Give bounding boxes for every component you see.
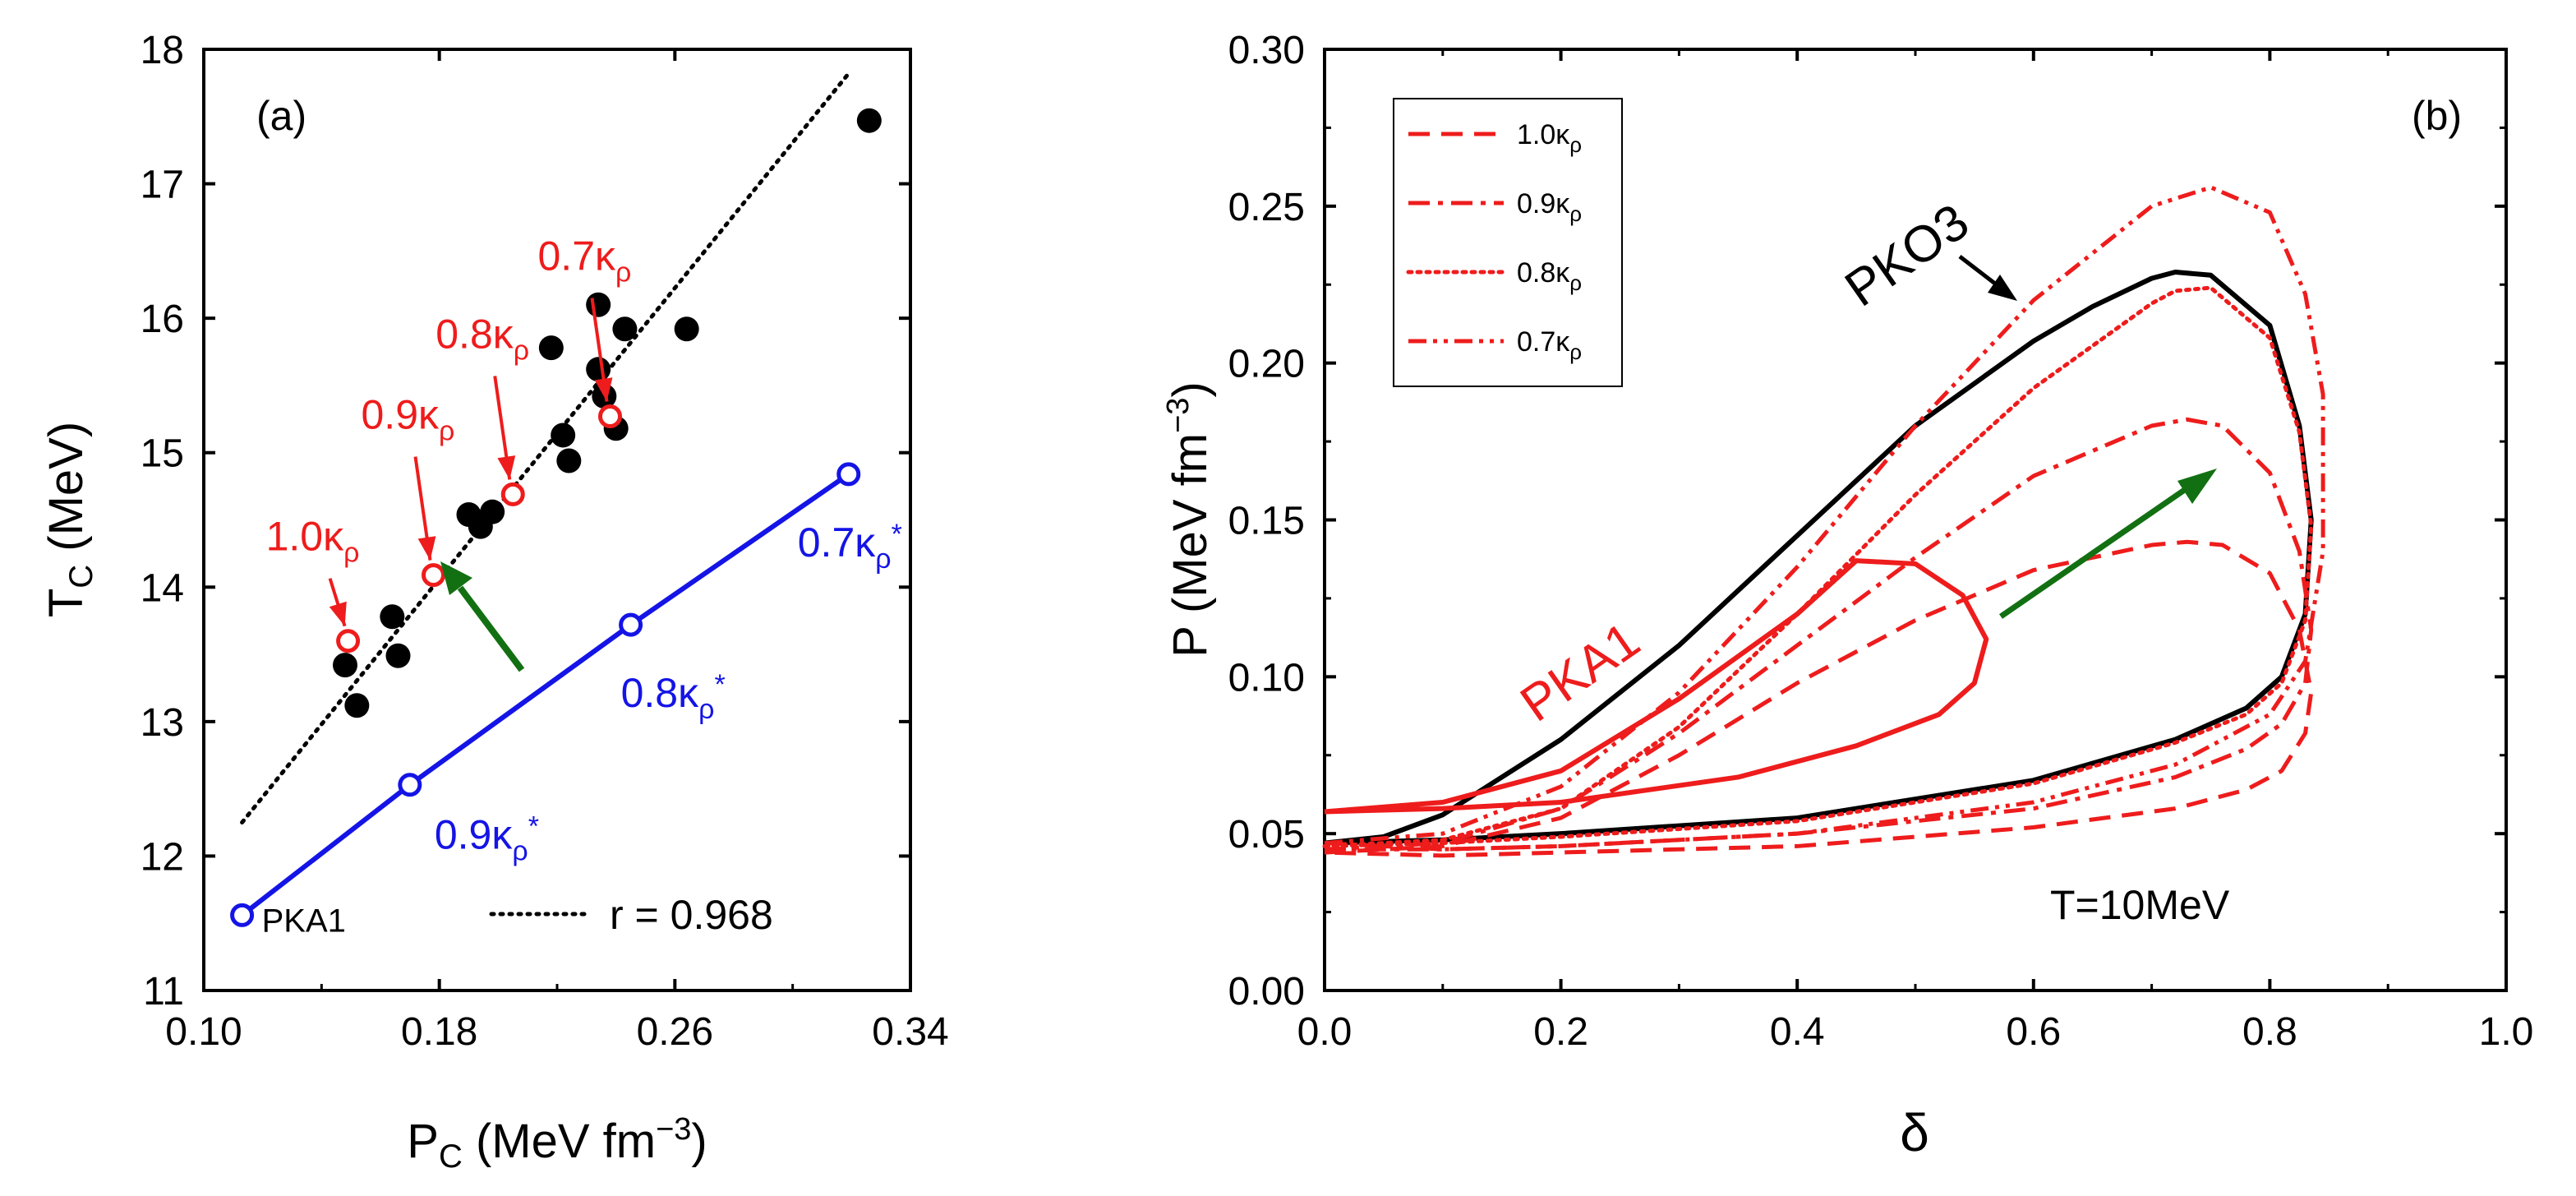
pko3-arrow bbox=[1958, 255, 1997, 285]
panel-b-arrows bbox=[1958, 255, 2217, 619]
legend-label: 1.0κρ bbox=[1517, 119, 1582, 157]
panel-b-label: (b) bbox=[2412, 93, 2462, 139]
y-tick-label: 0.10 bbox=[1228, 656, 1305, 700]
panel-b-xlabel: δ bbox=[1900, 1103, 1929, 1162]
panel-a-ticks: 0.10 0.18 0.26 0.34 11 12 13 14 15 16 17 18 bbox=[141, 29, 949, 1054]
x-tick-label: 0.0 bbox=[1297, 1010, 1353, 1054]
curve-pka1 bbox=[1324, 558, 1989, 815]
y-tick-label: 18 bbox=[141, 29, 184, 72]
green-arrow bbox=[457, 585, 525, 672]
y-tick-label: 0.30 bbox=[1228, 29, 1305, 72]
legend-label: 0.9κρ bbox=[1517, 188, 1582, 226]
legend-label: 0.7κρ bbox=[1517, 326, 1582, 364]
red-point bbox=[422, 563, 445, 588]
fit-line-layer bbox=[240, 71, 851, 825]
y-tick-label: 12 bbox=[141, 835, 184, 879]
curve-0.8 bbox=[1322, 285, 2314, 848]
black-point bbox=[612, 316, 638, 342]
pko3-label: PKO3 bbox=[1835, 193, 1979, 317]
y-tick-label: 14 bbox=[141, 566, 184, 610]
y-tick-label: 16 bbox=[141, 298, 184, 341]
blue-point bbox=[398, 773, 422, 797]
black-point bbox=[586, 292, 611, 317]
blue-point bbox=[836, 462, 861, 487]
red-point-label: 0.8κρ bbox=[435, 311, 529, 366]
panel-b-ylabel: P (MeV fm−3) bbox=[1161, 381, 1217, 658]
legend-label: 0.8κρ bbox=[1517, 257, 1582, 295]
x-tick-label: 0.10 bbox=[165, 1010, 242, 1054]
y-tick-label: 0.25 bbox=[1228, 186, 1305, 229]
legend-box bbox=[1393, 98, 1623, 387]
blue-point-label: 0.7κρ* bbox=[798, 519, 902, 575]
legend: 1.0κρ 0.9κρ 0.8κρ 0.7κρ bbox=[1393, 98, 1623, 387]
fit-legend-label: r = 0.968 bbox=[610, 892, 773, 938]
y-tick-label: 11 bbox=[143, 970, 184, 1014]
red-point-label: 1.0κρ bbox=[266, 514, 360, 569]
x-tick-label: 0.8 bbox=[2242, 1010, 2297, 1054]
red-point-label: 0.9κρ bbox=[362, 392, 455, 447]
green-arrow-head bbox=[2177, 469, 2217, 504]
curve-pko3 bbox=[1324, 269, 2314, 846]
green-arrow-head bbox=[440, 561, 472, 595]
panel-a-ylabel: TC (MeV) bbox=[39, 422, 99, 617]
pko3-arrow-head bbox=[1988, 275, 2017, 301]
y-tick-label: 0.00 bbox=[1228, 970, 1305, 1014]
y-tick-label: 0.05 bbox=[1228, 813, 1305, 857]
x-tick-label: 0.18 bbox=[401, 1010, 477, 1054]
x-tick-label: 0.6 bbox=[2006, 1010, 2061, 1054]
black-point bbox=[856, 108, 882, 133]
curve-0.9 bbox=[1324, 417, 2314, 852]
red-arrow-head bbox=[594, 377, 613, 402]
y-tick-label: 15 bbox=[141, 432, 184, 476]
blue-point-label: 0.9κρ* bbox=[435, 811, 539, 867]
black-point bbox=[380, 604, 405, 630]
panel-a-label: (a) bbox=[256, 93, 306, 139]
black-point bbox=[480, 499, 505, 524]
y-tick-label: 13 bbox=[141, 701, 184, 745]
blue-point bbox=[230, 903, 255, 927]
red-arrow-head bbox=[417, 536, 436, 561]
black-point bbox=[344, 693, 370, 718]
red-point bbox=[336, 629, 361, 653]
red-point bbox=[500, 482, 525, 506]
x-tick-label: 0.34 bbox=[872, 1010, 948, 1054]
pka1-label: PKA1 bbox=[1510, 612, 1649, 732]
black-point bbox=[551, 423, 576, 448]
panel-a: 0.10 0.18 0.26 0.34 11 12 13 14 15 16 17 18 PKA1 0.9… bbox=[39, 29, 949, 1175]
black-point bbox=[333, 653, 357, 678]
black-point bbox=[674, 316, 699, 342]
panel-a-xlabel: PC (MeV fm−3) bbox=[407, 1112, 707, 1175]
red-point-label: 0.7κρ bbox=[538, 233, 632, 289]
curve-1.0 bbox=[1324, 539, 2314, 858]
black-point bbox=[556, 448, 582, 473]
y-tick-label: 0.20 bbox=[1228, 343, 1305, 386]
y-tick-label: 17 bbox=[141, 164, 184, 207]
panel-b: 0.0 0.2 0.4 0.6 0.8 1.0 0.00 0.05 0.10 0.15 0.20 0.… bbox=[1161, 29, 2533, 1162]
blue-point-label: PKA1 bbox=[262, 903, 346, 939]
black-point bbox=[586, 357, 611, 382]
temperature-annotation: T=10MeV bbox=[2050, 882, 2230, 928]
black-point bbox=[385, 643, 411, 668]
panel-b-curves bbox=[1322, 185, 2325, 858]
curve-0.7 bbox=[1324, 185, 2325, 852]
x-tick-label: 0.26 bbox=[637, 1010, 713, 1054]
blue-point bbox=[619, 612, 643, 637]
black-point bbox=[538, 335, 564, 361]
x-tick-label: 0.4 bbox=[1770, 1010, 1825, 1054]
panel-b-ticks: 0.0 0.2 0.4 0.6 0.8 1.0 0.00 0.05 0.10 0.15 0.20 0.… bbox=[1228, 29, 2534, 1054]
blue-series-layer: PKA1 0.9κρ* 0.8κρ* 0.7κρ* bbox=[230, 462, 902, 939]
x-tick-label: 0.2 bbox=[1533, 1010, 1588, 1054]
blue-series-line bbox=[240, 472, 850, 917]
green-arrow bbox=[1999, 487, 2187, 619]
y-tick-label: 0.15 bbox=[1228, 500, 1305, 543]
panel-a-arrows bbox=[328, 298, 613, 672]
red-arrow-head bbox=[497, 455, 516, 480]
blue-point-label: 0.8κρ* bbox=[621, 669, 726, 725]
red-point bbox=[598, 404, 622, 429]
red-arrow-head bbox=[329, 601, 347, 626]
fit-line bbox=[240, 71, 851, 825]
x-tick-label: 1.0 bbox=[2479, 1010, 2534, 1054]
